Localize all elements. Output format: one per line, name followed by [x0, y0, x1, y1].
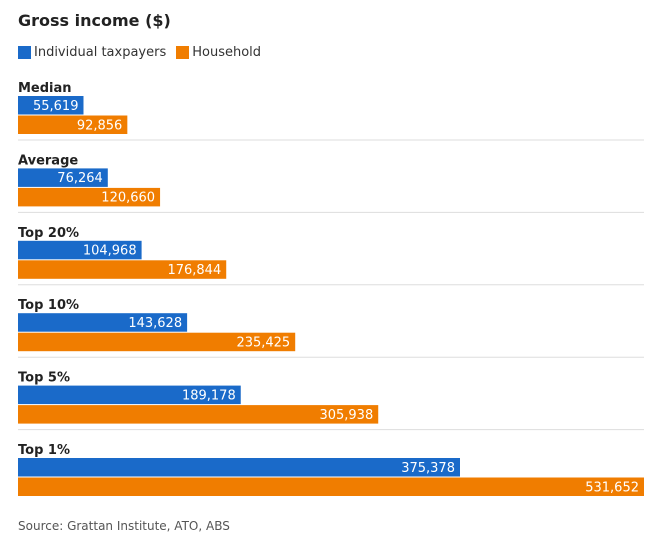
bar-household [18, 405, 379, 424]
bar-individual [18, 240, 142, 260]
category-group-top-20: Top 20% 104,968 176,844 [18, 226, 644, 286]
category-group-top-5: Top 5% 189,178 305,938 [18, 371, 644, 431]
bar-household [18, 187, 161, 207]
bar-value-label: 176,844 [167, 263, 221, 278]
bar-value-label: 305,938 [319, 408, 373, 423]
legend: Individual taxpayers Household [18, 45, 271, 60]
bar-value-label: 375,378 [401, 461, 455, 476]
bar-individual [18, 458, 460, 477]
category-group-top-10: Top 10% 143,628 235,425 [18, 298, 644, 358]
bar-household [18, 477, 644, 496]
bar-household [18, 332, 296, 352]
bar-value-label: 531,652 [585, 480, 639, 495]
chart-title: Gross income ($) [18, 11, 171, 30]
bar-value-label: 120,660 [101, 191, 155, 206]
bar-value-label: 76,264 [57, 171, 103, 186]
bar-value-label: 143,628 [128, 316, 182, 331]
source-note: Source: Grattan Institute, ATO, ABS [18, 519, 230, 533]
legend-item-household: Household [176, 45, 261, 60]
legend-label-individual: Individual taxpayers [34, 45, 167, 60]
category-group-average: Average 76,264 120,660 [18, 153, 644, 213]
bar-individual [18, 96, 84, 115]
bar-individual [18, 168, 108, 187]
category-group-median: Median 55,619 92,856 [18, 81, 644, 141]
legend-label-household: Household [192, 45, 262, 60]
category-group-top-1: Top 1% 375,378 531,652 [18, 443, 644, 496]
legend-swatch-household [176, 46, 190, 59]
bar-individual [18, 313, 188, 332]
bar-value-label: 189,178 [182, 388, 236, 403]
bar-value-label: 92,856 [77, 118, 123, 133]
category-label: Top 5% [18, 371, 70, 386]
legend-item-individual: Individual taxpayers [18, 45, 166, 60]
bar-household [18, 260, 227, 279]
bar-value-label: 104,968 [83, 244, 137, 259]
bar-value-label: 55,619 [33, 99, 79, 114]
bar-individual [18, 385, 241, 405]
category-label: Average [18, 153, 78, 168]
category-label: Top 20% [18, 226, 79, 241]
bar-household [18, 115, 128, 134]
category-label: Top 1% [18, 443, 70, 458]
bar-value-label: 235,425 [236, 335, 290, 350]
category-label: Median [18, 81, 72, 96]
legend-swatch-individual [18, 46, 31, 59]
category-label: Top 10% [18, 298, 79, 313]
